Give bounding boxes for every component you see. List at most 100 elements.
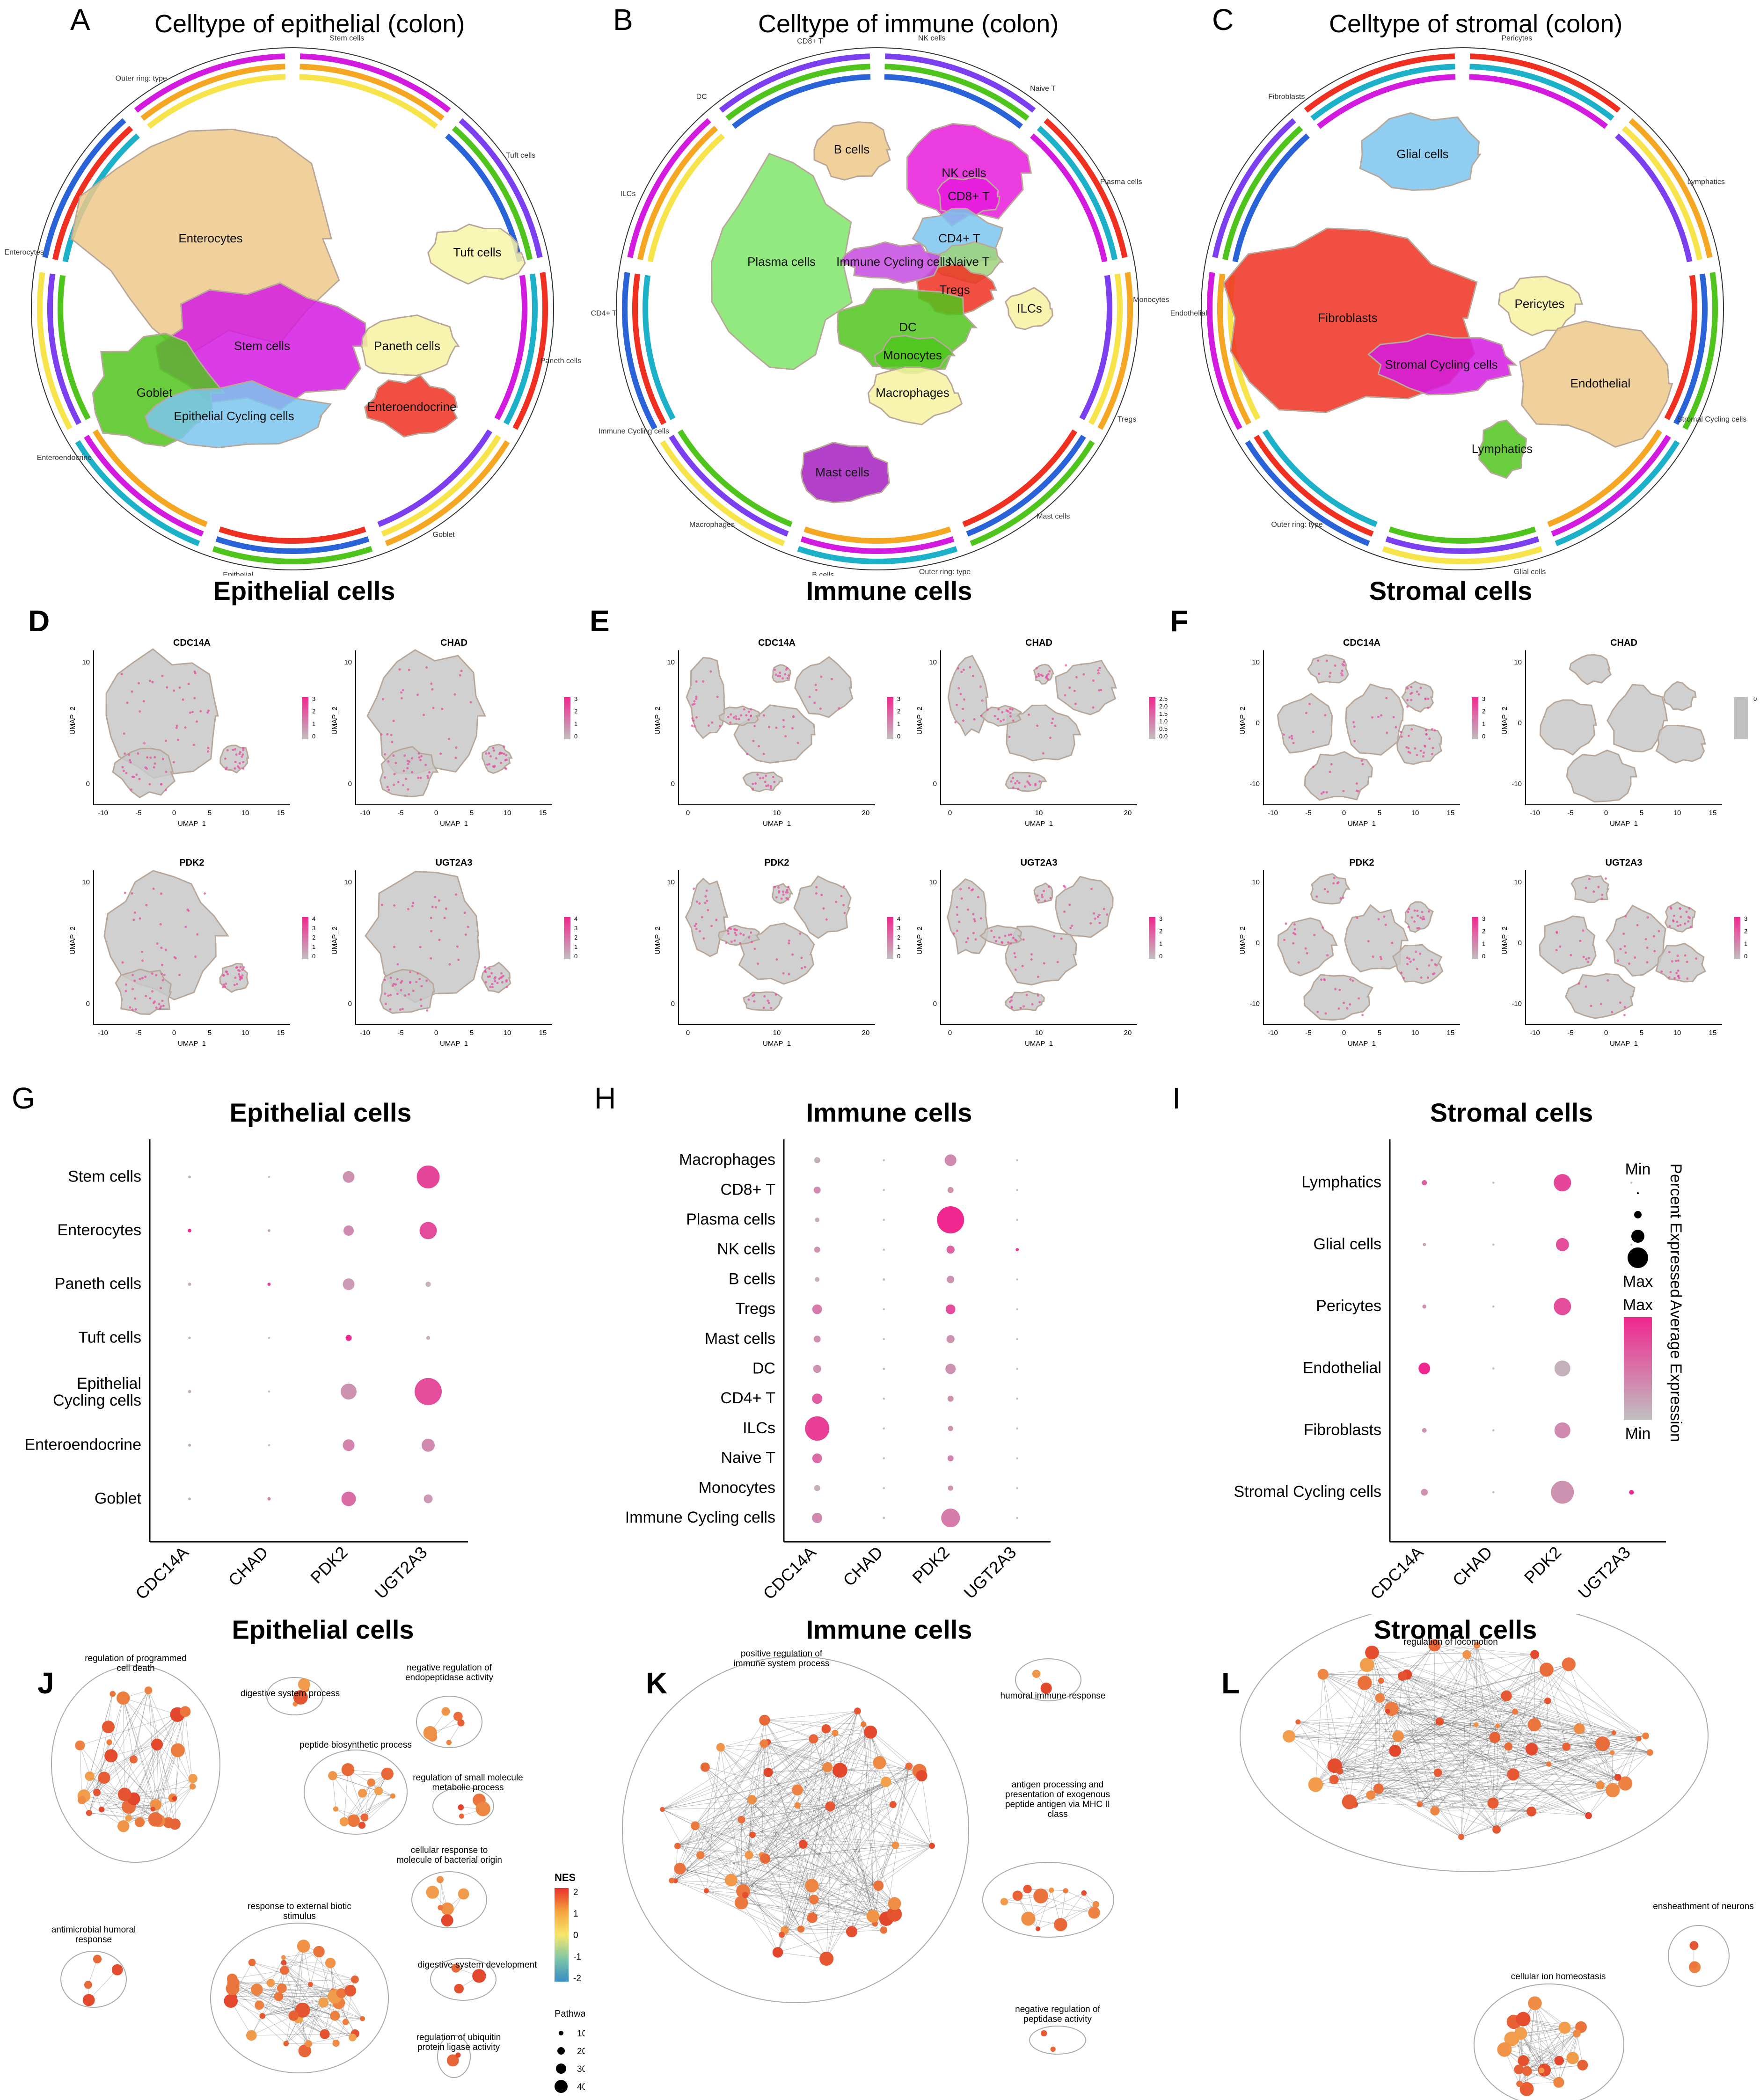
edge [1504, 2049, 1559, 2061]
expressing-cell [702, 937, 705, 940]
edge [1066, 1890, 1096, 1905]
expressing-cell [404, 994, 407, 997]
expressing-cell [383, 776, 386, 779]
edge [1520, 2027, 1581, 2034]
expressing-cell [141, 977, 144, 979]
cell-cloud [1277, 693, 1333, 754]
expressing-cell [418, 756, 421, 759]
pathway-cluster: positive regulation of immune system proc… [622, 1649, 969, 2003]
edge [123, 1698, 178, 1715]
edge [1513, 1774, 1589, 1816]
edge [752, 1799, 932, 1846]
pathway-node [1495, 1723, 1500, 1728]
expressing-cell [1005, 709, 1008, 712]
expressing-cell [1316, 1010, 1319, 1013]
expressing-cell [398, 668, 401, 671]
cluster-blob [364, 374, 458, 438]
pathway-node [833, 1763, 847, 1778]
edge [761, 1770, 840, 1855]
scale-bar [564, 697, 570, 739]
edge [781, 1775, 922, 1935]
pathway-node [246, 2030, 257, 2041]
pathway-node [277, 1983, 287, 1993]
cluster-label-line: stimulus [283, 1911, 316, 1921]
expressing-cell [172, 689, 175, 692]
gene-title: PDK2 [1349, 858, 1374, 868]
ring-segment [147, 74, 286, 129]
expressing-cell [1406, 956, 1409, 959]
edge [720, 1747, 932, 1846]
edge [814, 1885, 879, 1900]
pathway-node [333, 1806, 339, 1812]
edge [764, 1720, 922, 1776]
expressing-cell [489, 985, 492, 988]
edge [1476, 1645, 1646, 1736]
edge [283, 1957, 351, 1991]
expressing-cell [1092, 679, 1095, 682]
x-tick: 20 [862, 809, 870, 817]
pathway-node [85, 1771, 95, 1781]
edge [1334, 1779, 1600, 1786]
edge [814, 1845, 932, 1900]
expressing-cell [695, 716, 698, 719]
edge [695, 1825, 782, 1935]
expressing-cell [815, 688, 818, 691]
cluster-label: Enterocytes [178, 231, 242, 245]
pathway-node [860, 1721, 867, 1727]
expressing-cell [693, 725, 696, 728]
expressing-cell [1106, 913, 1109, 916]
gene-title: UGT2A3 [1021, 858, 1058, 868]
edge [1335, 1765, 1618, 1778]
pathway-node [1516, 2080, 1523, 2087]
expressing-cell [969, 666, 971, 669]
edge [283, 1951, 319, 1958]
edge [840, 1770, 895, 1904]
expressing-cell [492, 749, 495, 752]
edge [1391, 1708, 1589, 1816]
expressing-cell [997, 708, 1000, 711]
edge [752, 1799, 831, 1807]
expressing-cell [184, 726, 187, 729]
cell-cloud [105, 648, 219, 779]
dot-UGT2A3 [1630, 1243, 1633, 1246]
cluster-label-line: positive regulation of [741, 1649, 823, 1659]
x-tick: 5 [1640, 809, 1643, 817]
expressing-cell [779, 671, 781, 674]
edge [1322, 1674, 1388, 1712]
expressing-cell [409, 971, 412, 974]
expressing-cell [1624, 915, 1627, 918]
expressing-cell [1371, 716, 1374, 719]
expressing-cell [1646, 916, 1649, 919]
edge [801, 1711, 858, 1929]
scale-tick: 0 [574, 733, 577, 740]
expressing-cell [1607, 979, 1609, 982]
pathway-node [1021, 1911, 1036, 1926]
row-label-part: DC [752, 1360, 775, 1378]
pathway-node [1359, 1657, 1374, 1672]
y-tick: 0 [1518, 719, 1522, 727]
dot-CDC14A [188, 1497, 191, 1501]
expressing-cell [1016, 780, 1019, 782]
edge [662, 1772, 768, 1810]
expressing-cell [386, 733, 389, 736]
expressing-cell [1324, 714, 1327, 717]
edge [111, 1744, 157, 1756]
expressing-cell [1089, 922, 1092, 925]
edge [1508, 1664, 1569, 1747]
expressing-cell [1559, 945, 1562, 948]
expressing-cell [1421, 911, 1424, 913]
expressing-cell [1410, 916, 1413, 919]
expressing-cell [225, 982, 227, 985]
edge [1298, 1721, 1498, 1727]
edge [1398, 1735, 1600, 1786]
expressing-cell [239, 751, 241, 753]
expressing-cell [762, 777, 765, 780]
expressing-cell [394, 762, 397, 765]
pathway-node [1526, 1806, 1537, 1816]
row-label-part: Macrophages [679, 1151, 775, 1169]
edge [675, 1855, 762, 1881]
pathway-node [248, 1959, 256, 1967]
pathway-node [866, 1910, 880, 1923]
edge [80, 1711, 185, 1746]
